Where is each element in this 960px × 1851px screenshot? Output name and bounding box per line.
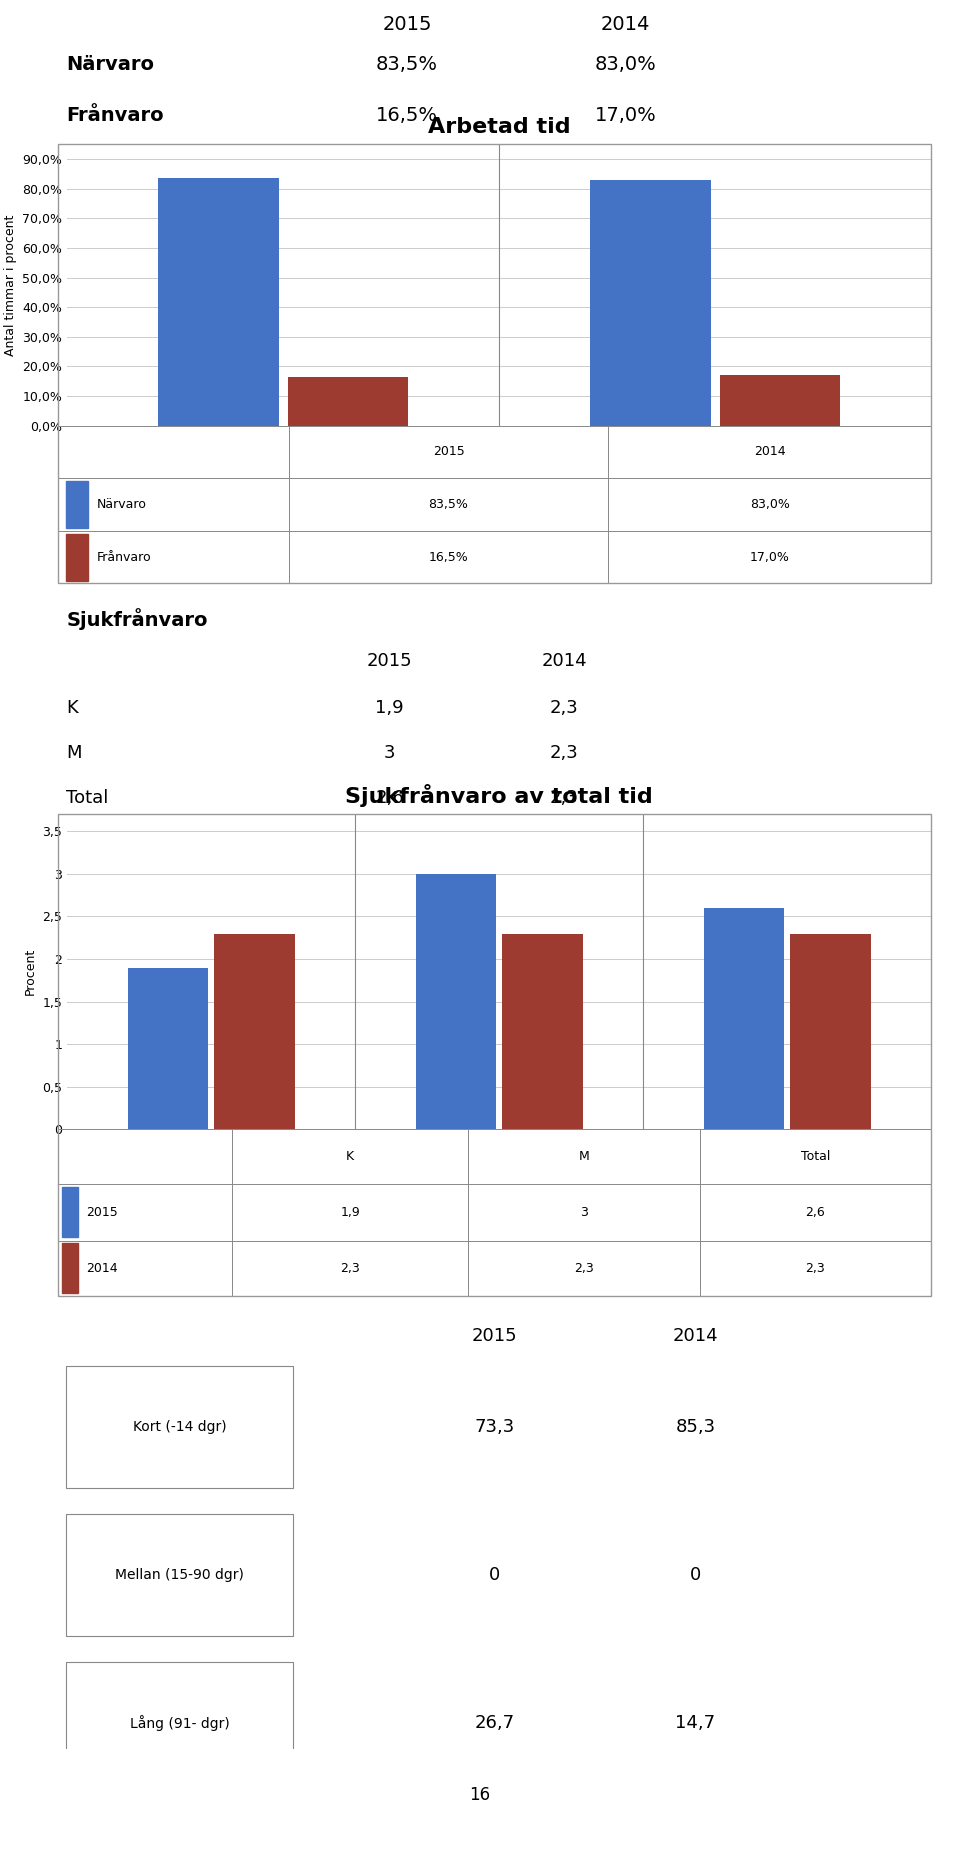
Bar <box>66 1514 294 1636</box>
Text: 16: 16 <box>469 1786 491 1805</box>
Title: Sjukfrånvaro av total tid: Sjukfrånvaro av total tid <box>346 785 653 807</box>
Y-axis label: Procent: Procent <box>24 948 36 996</box>
Text: 16,5%: 16,5% <box>376 106 438 124</box>
Text: M: M <box>579 1149 589 1162</box>
Bar <box>416 874 496 1129</box>
Bar <box>66 481 88 528</box>
Bar <box>62 1188 78 1236</box>
Text: 2015: 2015 <box>382 15 432 35</box>
Bar <box>704 909 784 1129</box>
Text: 16,5%: 16,5% <box>429 550 468 563</box>
Text: Kort (-14 dgr): Kort (-14 dgr) <box>133 1420 227 1435</box>
Text: 83,0%: 83,0% <box>750 498 789 511</box>
Text: 14,7: 14,7 <box>675 1714 715 1733</box>
Text: K: K <box>66 700 78 718</box>
Bar <box>66 533 88 581</box>
Text: 1,9: 1,9 <box>341 1205 360 1220</box>
Text: 83,0%: 83,0% <box>594 56 657 74</box>
Text: 2014: 2014 <box>754 446 785 459</box>
Text: M: M <box>66 744 82 763</box>
Text: 1,9: 1,9 <box>375 700 404 718</box>
Bar <box>287 378 408 426</box>
Text: Sjukfrånvaro: Sjukfrånvaro <box>66 607 207 629</box>
Text: 2015: 2015 <box>471 1327 517 1346</box>
Text: Frånvaro: Frånvaro <box>97 550 152 563</box>
Text: 2014: 2014 <box>86 1262 118 1275</box>
Text: 2,3: 2,3 <box>805 1262 826 1275</box>
Text: 2014: 2014 <box>601 15 650 35</box>
Text: 17,0%: 17,0% <box>594 106 657 124</box>
Text: Total: Total <box>801 1149 830 1162</box>
Title: Arbetad tid: Arbetad tid <box>428 117 570 137</box>
Text: 2,3: 2,3 <box>550 789 579 807</box>
Text: 2,3: 2,3 <box>574 1262 594 1275</box>
Y-axis label: Antal timmar i procent: Antal timmar i procent <box>4 215 16 355</box>
Text: 2014: 2014 <box>673 1327 718 1346</box>
Text: 2,3: 2,3 <box>550 700 579 718</box>
Text: Frånvaro: Frånvaro <box>66 106 164 124</box>
Text: 83,5%: 83,5% <box>376 56 438 74</box>
Text: 2015: 2015 <box>367 653 413 670</box>
Text: 85,3: 85,3 <box>675 1418 715 1436</box>
Bar <box>790 933 871 1129</box>
Text: 2015: 2015 <box>86 1205 118 1220</box>
Text: 17,0%: 17,0% <box>750 550 789 563</box>
Text: Total: Total <box>66 789 108 807</box>
Text: Närvaro: Närvaro <box>66 56 155 74</box>
Bar <box>502 933 583 1129</box>
Text: 83,5%: 83,5% <box>428 498 468 511</box>
Text: 2014: 2014 <box>541 653 588 670</box>
Text: 0: 0 <box>489 1566 500 1584</box>
Text: 2,3: 2,3 <box>341 1262 360 1275</box>
Text: Närvaro: Närvaro <box>97 498 147 511</box>
Text: 73,3: 73,3 <box>474 1418 515 1436</box>
Text: 3: 3 <box>580 1205 588 1220</box>
Bar <box>62 1244 78 1294</box>
Bar <box>589 180 710 426</box>
Text: Lång (91- dgr): Lång (91- dgr) <box>130 1716 229 1731</box>
Text: 26,7: 26,7 <box>474 1714 515 1733</box>
Bar <box>214 933 295 1129</box>
Text: Mellan (15-90 dgr): Mellan (15-90 dgr) <box>115 1568 245 1583</box>
Text: 2,3: 2,3 <box>550 744 579 763</box>
Text: 3: 3 <box>384 744 396 763</box>
Bar <box>128 968 208 1129</box>
Bar <box>719 376 840 426</box>
Text: 0: 0 <box>689 1566 701 1584</box>
Text: 2,6: 2,6 <box>375 789 404 807</box>
Bar <box>157 178 278 426</box>
Bar <box>66 1366 294 1488</box>
Text: K: K <box>347 1149 354 1162</box>
Bar <box>66 1662 294 1784</box>
Text: 2,6: 2,6 <box>805 1205 826 1220</box>
Text: 2015: 2015 <box>433 446 465 459</box>
